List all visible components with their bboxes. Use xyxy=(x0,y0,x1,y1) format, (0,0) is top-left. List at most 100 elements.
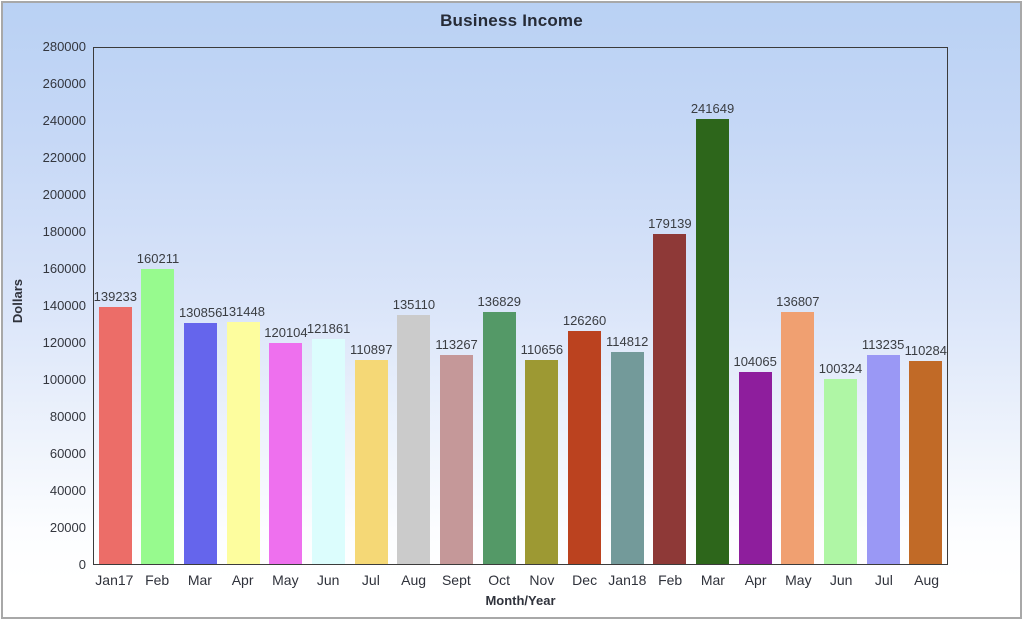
y-tick-label: 160000 xyxy=(42,261,86,276)
bar-value-label: 126260 xyxy=(562,313,607,329)
bar-slot: 110656 xyxy=(521,48,564,564)
bar-value-label: 131448 xyxy=(221,303,265,319)
y-tick-label: 120000 xyxy=(42,335,86,350)
bar-value-label: 110656 xyxy=(520,342,564,358)
bar-slot: 110897 xyxy=(350,48,393,564)
y-tick-label: 180000 xyxy=(42,224,86,239)
bar-slot: 126260 xyxy=(563,48,606,564)
x-axis-label: Feb xyxy=(658,572,683,588)
bar-value-label: 179139 xyxy=(648,215,692,231)
y-tick-label: 220000 xyxy=(42,150,86,165)
bar xyxy=(525,360,559,564)
bar-slot: 136807 xyxy=(776,48,820,564)
bar-value-label: 100324 xyxy=(818,361,863,377)
x-axis-label: Dec xyxy=(572,572,598,588)
y-tick-label: 80000 xyxy=(49,409,86,424)
chart-title: Business Income xyxy=(440,11,583,30)
bar xyxy=(568,331,602,564)
bar xyxy=(312,339,346,564)
x-axis-label: Apr xyxy=(744,572,767,588)
x-axis-label: Jan18 xyxy=(608,572,647,588)
bar-value-label: 130856 xyxy=(178,304,223,320)
x-axis-label: Aug xyxy=(914,572,940,588)
bar-slot: 131448 xyxy=(222,48,265,564)
bar xyxy=(226,321,260,564)
bar-slot: 130856 xyxy=(179,48,222,564)
bar-slot: 136829 xyxy=(478,48,521,564)
bar xyxy=(440,355,474,564)
y-tick-label: 240000 xyxy=(42,113,86,128)
bar-value-label: 113267 xyxy=(435,337,478,353)
bar-slot: 120104 xyxy=(264,48,308,564)
bar-value-label: 104065 xyxy=(733,354,777,370)
bar xyxy=(397,315,431,564)
bar-slot: 179139 xyxy=(648,48,692,564)
bar xyxy=(269,342,303,564)
x-axis-label: Sept xyxy=(441,572,471,588)
bar xyxy=(184,322,218,564)
bar-slot: 100324 xyxy=(819,48,862,564)
bar-value-label: 113235 xyxy=(861,337,905,353)
bar-slot: 113267 xyxy=(435,48,478,564)
plot-area: 139233 160211 130856 131448 120104 121861 1108… xyxy=(93,47,948,565)
bar xyxy=(823,379,857,564)
bar-value-label: 114812 xyxy=(605,334,649,350)
x-axis-label: May xyxy=(272,572,299,588)
x-axis-label: Aug xyxy=(401,572,427,588)
bar xyxy=(653,233,687,564)
bar xyxy=(482,311,516,564)
x-axis-label: Jul xyxy=(874,572,893,588)
x-axis-label: Mar xyxy=(700,572,725,588)
bar-slot: 241649 xyxy=(691,48,734,564)
bar-slot: 135110 xyxy=(393,48,436,564)
bar-value-label: 110284 xyxy=(904,342,948,358)
bar-slot: 104065 xyxy=(733,48,777,564)
bar-slot: 113235 xyxy=(862,48,905,564)
bar-value-label: 241649 xyxy=(690,100,735,116)
bar-value-label: 135110 xyxy=(392,297,436,313)
bar-value-label: 121861 xyxy=(306,321,351,337)
bar-slot: 114812 xyxy=(606,48,649,564)
bar xyxy=(354,359,388,564)
x-axis-label: Jun xyxy=(316,572,340,588)
x-axis-label: Jun xyxy=(829,572,853,588)
x-axis-label: Mar xyxy=(187,572,212,588)
bar-value-label: 110897 xyxy=(350,341,393,357)
x-axis-label: Jan17 xyxy=(95,572,134,588)
y-tick-label: 20000 xyxy=(49,520,86,535)
bar-slot: 139233 xyxy=(94,48,137,564)
y-tick-label: 100000 xyxy=(42,372,86,387)
bar-slot: 160211 xyxy=(137,48,180,564)
bar xyxy=(98,307,132,564)
y-tick-label: 40000 xyxy=(49,483,86,498)
bar xyxy=(738,372,772,564)
bars-container: 139233 160211 130856 131448 120104 121861 1108… xyxy=(94,48,947,564)
y-tick-label: 60000 xyxy=(49,446,86,461)
bar xyxy=(141,268,175,564)
bar xyxy=(866,355,900,564)
bar xyxy=(781,311,815,564)
bar-value-label: 136829 xyxy=(477,293,521,309)
bar xyxy=(909,360,943,564)
y-tick-label: 0 xyxy=(78,557,86,572)
x-axis-label: Apr xyxy=(231,572,254,588)
bar-slot: 121861 xyxy=(307,48,350,564)
x-axis-label: May xyxy=(785,572,812,588)
bar-value-label: 120104 xyxy=(264,324,308,340)
x-axis-label: Nov xyxy=(529,572,555,588)
x-axis-label: Feb xyxy=(145,572,170,588)
x-axis-label: Oct xyxy=(488,572,511,588)
bar-value-label: 136807 xyxy=(776,293,820,309)
bar-value-label: 139233 xyxy=(93,289,138,305)
bar-value-label: 160211 xyxy=(136,250,180,266)
bar xyxy=(696,118,730,564)
bar-slot: 110284 xyxy=(904,48,947,564)
y-tick-label: 140000 xyxy=(42,298,86,313)
x-axis-title: Month/Year xyxy=(485,593,556,608)
x-axis-label: Jul xyxy=(361,572,380,588)
bar xyxy=(610,352,644,564)
y-tick-label: 200000 xyxy=(42,187,86,202)
x-axis-category-labels: Jan17 Feb Mar Apr May Jun Jul Aug Sept Oct Nov Dec J… xyxy=(93,572,948,588)
y-tick-label: 280000 xyxy=(42,39,86,54)
